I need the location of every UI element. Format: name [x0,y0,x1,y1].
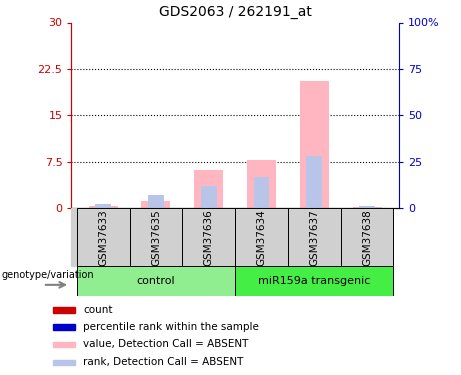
Text: percentile rank within the sample: percentile rank within the sample [83,322,260,332]
Text: value, Detection Call = ABSENT: value, Detection Call = ABSENT [83,339,249,350]
Text: GSM37633: GSM37633 [98,209,108,266]
Bar [77,208,130,266]
Bar [194,170,223,208]
Bar [235,266,394,296]
Text: rank, Detection Call = ABSENT: rank, Detection Call = ABSENT [83,357,244,367]
Title: GDS2063 / 262191_at: GDS2063 / 262191_at [159,5,312,19]
Bar [53,307,75,313]
Bar [142,201,171,208]
Bar [235,208,288,266]
Bar [353,207,382,208]
Text: GSM37637: GSM37637 [309,209,319,266]
Text: GSM37638: GSM37638 [362,209,372,266]
Bar [300,81,329,208]
Bar [130,208,182,266]
Text: GSM37636: GSM37636 [204,209,214,266]
Bar [341,208,394,266]
Bar [359,206,375,208]
Text: GSM37635: GSM37635 [151,209,161,266]
Bar [306,156,322,208]
Bar [201,186,217,208]
Bar [288,208,341,266]
Bar [148,195,164,208]
Text: GSM37634: GSM37634 [256,209,266,266]
Bar [89,206,118,208]
Text: control: control [136,276,175,286]
Bar [95,204,111,208]
Bar [53,342,75,347]
Bar [254,177,270,208]
Bar [182,208,235,266]
Text: genotype/variation: genotype/variation [1,270,94,280]
Bar [53,360,75,365]
Text: count: count [83,305,113,315]
Bar [247,160,276,208]
Bar [77,266,235,296]
Text: miR159a transgenic: miR159a transgenic [258,276,371,286]
Bar [53,324,75,330]
